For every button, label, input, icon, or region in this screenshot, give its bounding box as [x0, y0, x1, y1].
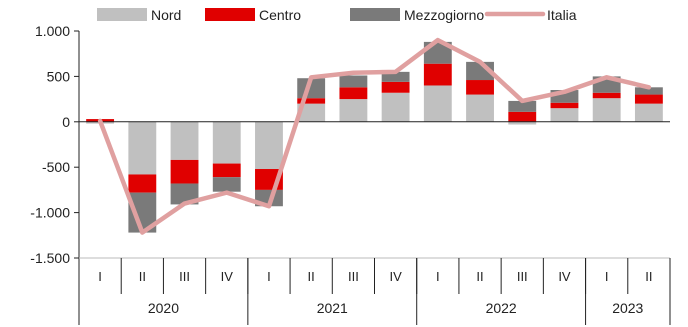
legend-label-italia: Italia [547, 7, 577, 23]
year-label: 2020 [148, 300, 179, 316]
legend-label-nord: Nord [151, 7, 181, 23]
year-label: 2023 [612, 300, 643, 316]
bar-segment-centro [128, 174, 157, 193]
bar-segment-mezzogiorno [170, 183, 199, 205]
y-tick-label: 0 [62, 114, 70, 130]
bar-segment-mezzogiorno [381, 71, 410, 82]
bar-segment-nord [297, 103, 326, 122]
bar-segment-nord [170, 121, 199, 160]
bar-segment-nord [423, 85, 452, 122]
bar-segment-nord [255, 121, 283, 170]
bar-segment-centro [466, 80, 494, 95]
bar-segment-centro [550, 102, 579, 109]
quarter-label: IV [558, 269, 571, 284]
bar-segment-mezzogiorno [339, 75, 368, 88]
quarter-label: IV [389, 269, 402, 284]
bar-segment-centro [423, 63, 452, 86]
quarter-label: II [139, 269, 146, 284]
bar-segment-centro [212, 163, 241, 178]
quarter-label: III [348, 269, 359, 284]
bar-segment-centro [297, 98, 326, 104]
bar-segment-nord [550, 108, 579, 122]
series-line-italia [97, 37, 652, 235]
bar-segment-centro [170, 159, 199, 184]
bar-segment-mezzogiorno [212, 177, 241, 192]
bar-segment-centro [381, 81, 410, 93]
quarter-label: II [308, 269, 315, 284]
bar-segment-nord [381, 92, 410, 122]
bar-segment-nord [592, 98, 621, 122]
y-tick-label: -1.000 [30, 205, 70, 221]
bar-segment-nord [128, 121, 157, 175]
bar-segment-nord [466, 94, 494, 122]
quarter-label: II [476, 269, 483, 284]
bar-segment-mezzogiorno [508, 100, 537, 112]
bar-segment-nord [634, 103, 663, 122]
quarter-label: I [98, 269, 102, 284]
y-tick-label: -1.500 [30, 250, 70, 266]
y-tick-label: 500 [47, 68, 71, 84]
bar-segment-centro [592, 92, 621, 99]
legend-swatch-mezzogiorno [350, 8, 400, 21]
bar-segment-nord [212, 121, 241, 164]
year-label: 2022 [486, 300, 517, 316]
bar-segment-nord [508, 121, 537, 125]
quarter-label: I [436, 269, 440, 284]
y-tick-label: 1.000 [35, 23, 70, 39]
year-label: 2021 [317, 300, 348, 316]
quarter-label: III [179, 269, 190, 284]
legend-swatch-centro [205, 8, 255, 21]
quarter-label: II [645, 269, 652, 284]
bar-segment-centro [634, 94, 663, 104]
legend-label-mezzogiorno: Mezzogiorno [404, 7, 484, 23]
quarter-label: III [517, 269, 528, 284]
bar-segment-centro [339, 87, 368, 100]
quarter-label: I [267, 269, 271, 284]
bar-segment-mezzogiorno [634, 87, 663, 95]
legend-swatch-nord [97, 8, 147, 21]
bar-segment-centro [508, 111, 537, 122]
quarter-label: I [605, 269, 609, 284]
bar-segment-nord [339, 99, 368, 122]
legend-label-centro: Centro [259, 7, 301, 23]
y-tick-label: -500 [42, 159, 70, 175]
quarter-label: IV [221, 269, 234, 284]
